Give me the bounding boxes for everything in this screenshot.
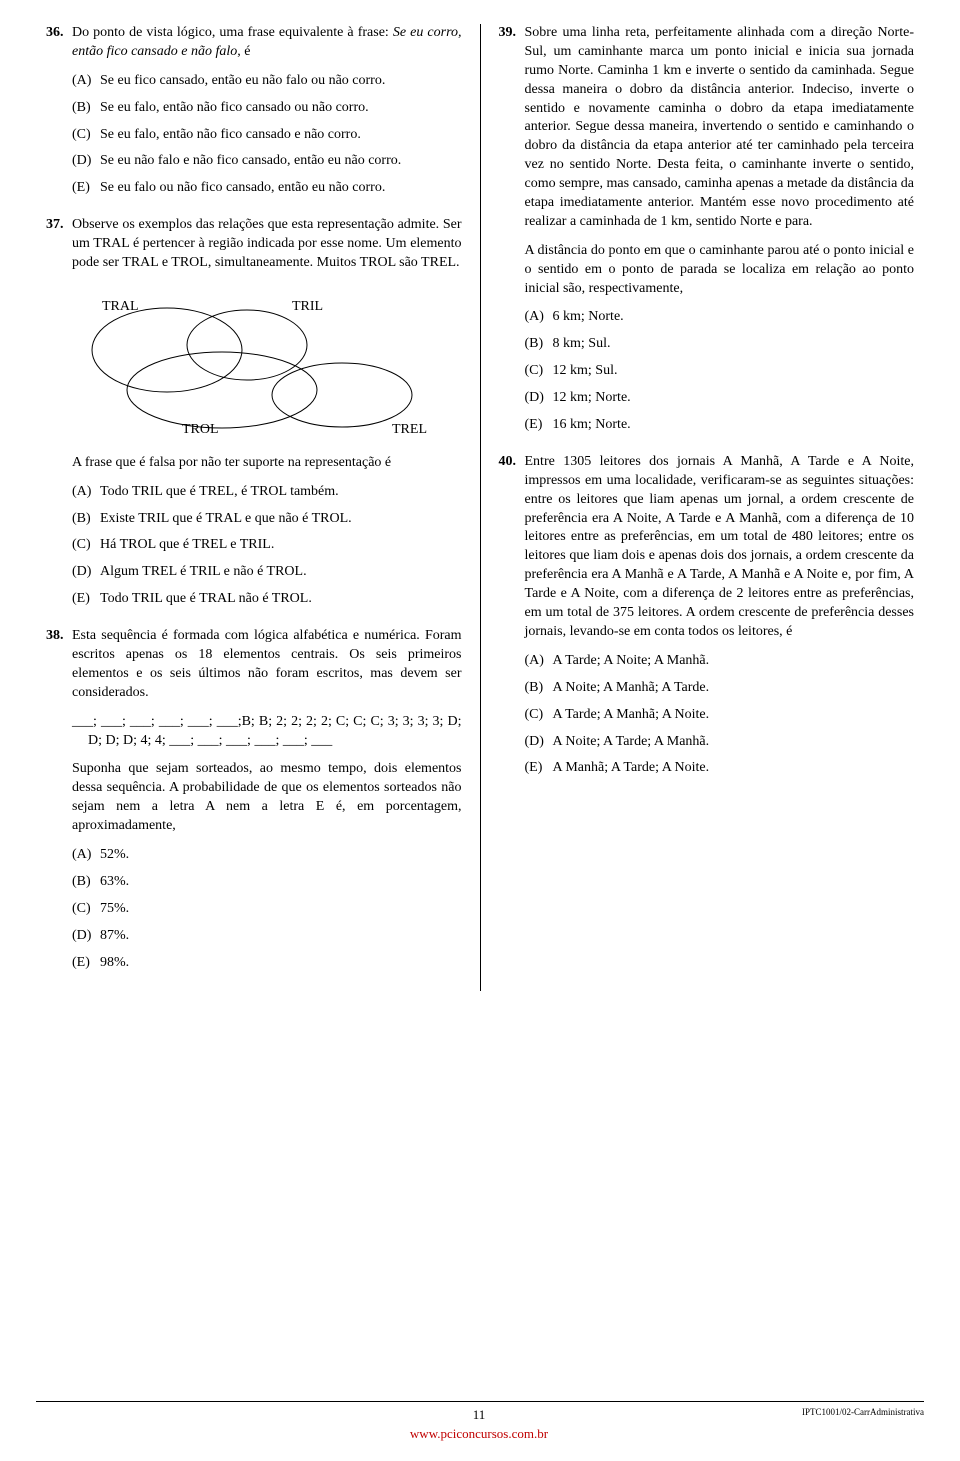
question-37: 37. Observe os exemplos das relações que… bbox=[46, 216, 462, 609]
page-footer: 11 www.pciconcursos.com.br IPTC1001/02-C… bbox=[36, 1401, 924, 1443]
q37-option-a: (A)Todo TRIL que é TREL, é TROL também. bbox=[46, 483, 462, 502]
q39-number: 39. bbox=[499, 24, 525, 232]
q40-number: 40. bbox=[499, 453, 525, 642]
question-36: 36. Do ponto de vista lógico, uma frase … bbox=[46, 24, 462, 198]
q36-option-a: (A)Se eu fico cansado, então eu não falo… bbox=[46, 72, 462, 91]
q36-option-b: (B)Se eu falo, então não fico cansado ou… bbox=[46, 99, 462, 118]
q37-option-b: (B)Existe TRIL que é TRAL e que não é TR… bbox=[46, 510, 462, 529]
venn-diagram: TRAL TRIL TROL TREL bbox=[72, 285, 462, 442]
question-40: 40. Entre 1305 leitores dos jornais A Ma… bbox=[499, 453, 915, 778]
left-column: 36. Do ponto de vista lógico, uma frase … bbox=[36, 24, 481, 991]
footer-url: www.pciconcursos.com.br bbox=[156, 1425, 802, 1443]
q37-option-c: (C)Há TROL que é TREL e TRIL. bbox=[46, 536, 462, 555]
q37-option-d: (D)Algum TREL é TRIL e não é TROL. bbox=[46, 563, 462, 582]
q38-sequence: ___; ___; ___; ___; ___; ___;B; B; 2; 2;… bbox=[46, 713, 462, 751]
q37-option-e: (E)Todo TRIL que é TRAL não é TROL. bbox=[46, 590, 462, 609]
q38-text: Esta sequência é formada com lógica alfa… bbox=[72, 627, 462, 703]
right-column: 39. Sobre uma linha reta, perfeitamente … bbox=[481, 24, 925, 991]
q37-after: A frase que é falsa por não ter suporte … bbox=[46, 454, 462, 473]
q38-option-b: (B)63%. bbox=[46, 873, 462, 892]
q39-text: Sobre uma linha reta, perfeitamente alin… bbox=[525, 24, 915, 232]
q39-option-d: (D)12 km; Norte. bbox=[499, 389, 915, 408]
q38-option-d: (D)87%. bbox=[46, 927, 462, 946]
q38-option-e: (E)98%. bbox=[46, 954, 462, 973]
label-tril: TRIL bbox=[292, 299, 323, 314]
q39-option-b: (B)8 km; Sul. bbox=[499, 335, 915, 354]
label-trol: TROL bbox=[182, 422, 219, 435]
q40-option-d: (D)A Noite; A Tarde; A Manhã. bbox=[499, 733, 915, 752]
q36-option-d: (D)Se eu não falo e não fico cansado, en… bbox=[46, 152, 462, 171]
footer-code: IPTC1001/02-CarrAdministrativa bbox=[802, 1406, 924, 1443]
q40-text: Entre 1305 leitores dos jornais A Manhã,… bbox=[525, 453, 915, 642]
q37-number: 37. bbox=[46, 216, 72, 273]
q38-after: Suponha que sejam sorteados, ao mesmo te… bbox=[46, 760, 462, 836]
q39-option-c: (C)12 km; Sul. bbox=[499, 362, 915, 381]
q36-lead: Do ponto de vista lógico, uma frase equi… bbox=[72, 25, 393, 40]
page-number: 11 bbox=[156, 1406, 802, 1424]
question-39: 39. Sobre uma linha reta, perfeitamente … bbox=[499, 24, 915, 435]
q39-after: A distância do ponto em que o caminhante… bbox=[499, 242, 915, 299]
q38-number: 38. bbox=[46, 627, 72, 703]
q36-number: 36. bbox=[46, 24, 72, 62]
q36-text: Do ponto de vista lógico, uma frase equi… bbox=[72, 24, 462, 62]
q40-option-e: (E)A Manhã; A Tarde; A Noite. bbox=[499, 759, 915, 778]
q38-option-c: (C)75%. bbox=[46, 900, 462, 919]
q39-option-a: (A)6 km; Norte. bbox=[499, 308, 915, 327]
q36-option-c: (C)Se eu falo, então não fico cansado e … bbox=[46, 126, 462, 145]
q38-option-a: (A)52%. bbox=[46, 846, 462, 865]
q39-option-e: (E)16 km; Norte. bbox=[499, 416, 915, 435]
label-tral: TRAL bbox=[102, 299, 139, 314]
q36-option-e: (E)Se eu falo ou não fico cansado, então… bbox=[46, 179, 462, 198]
q40-option-a: (A)A Tarde; A Noite; A Manhã. bbox=[499, 652, 915, 671]
q40-option-c: (C)A Tarde; A Manhã; A Noite. bbox=[499, 706, 915, 725]
label-trel: TREL bbox=[392, 422, 427, 435]
question-38: 38. Esta sequência é formada com lógica … bbox=[46, 627, 462, 972]
q37-text: Observe os exemplos das relações que est… bbox=[72, 216, 462, 273]
q40-option-b: (B)A Noite; A Manhã; A Tarde. bbox=[499, 679, 915, 698]
q36-tail: , é bbox=[237, 44, 250, 59]
